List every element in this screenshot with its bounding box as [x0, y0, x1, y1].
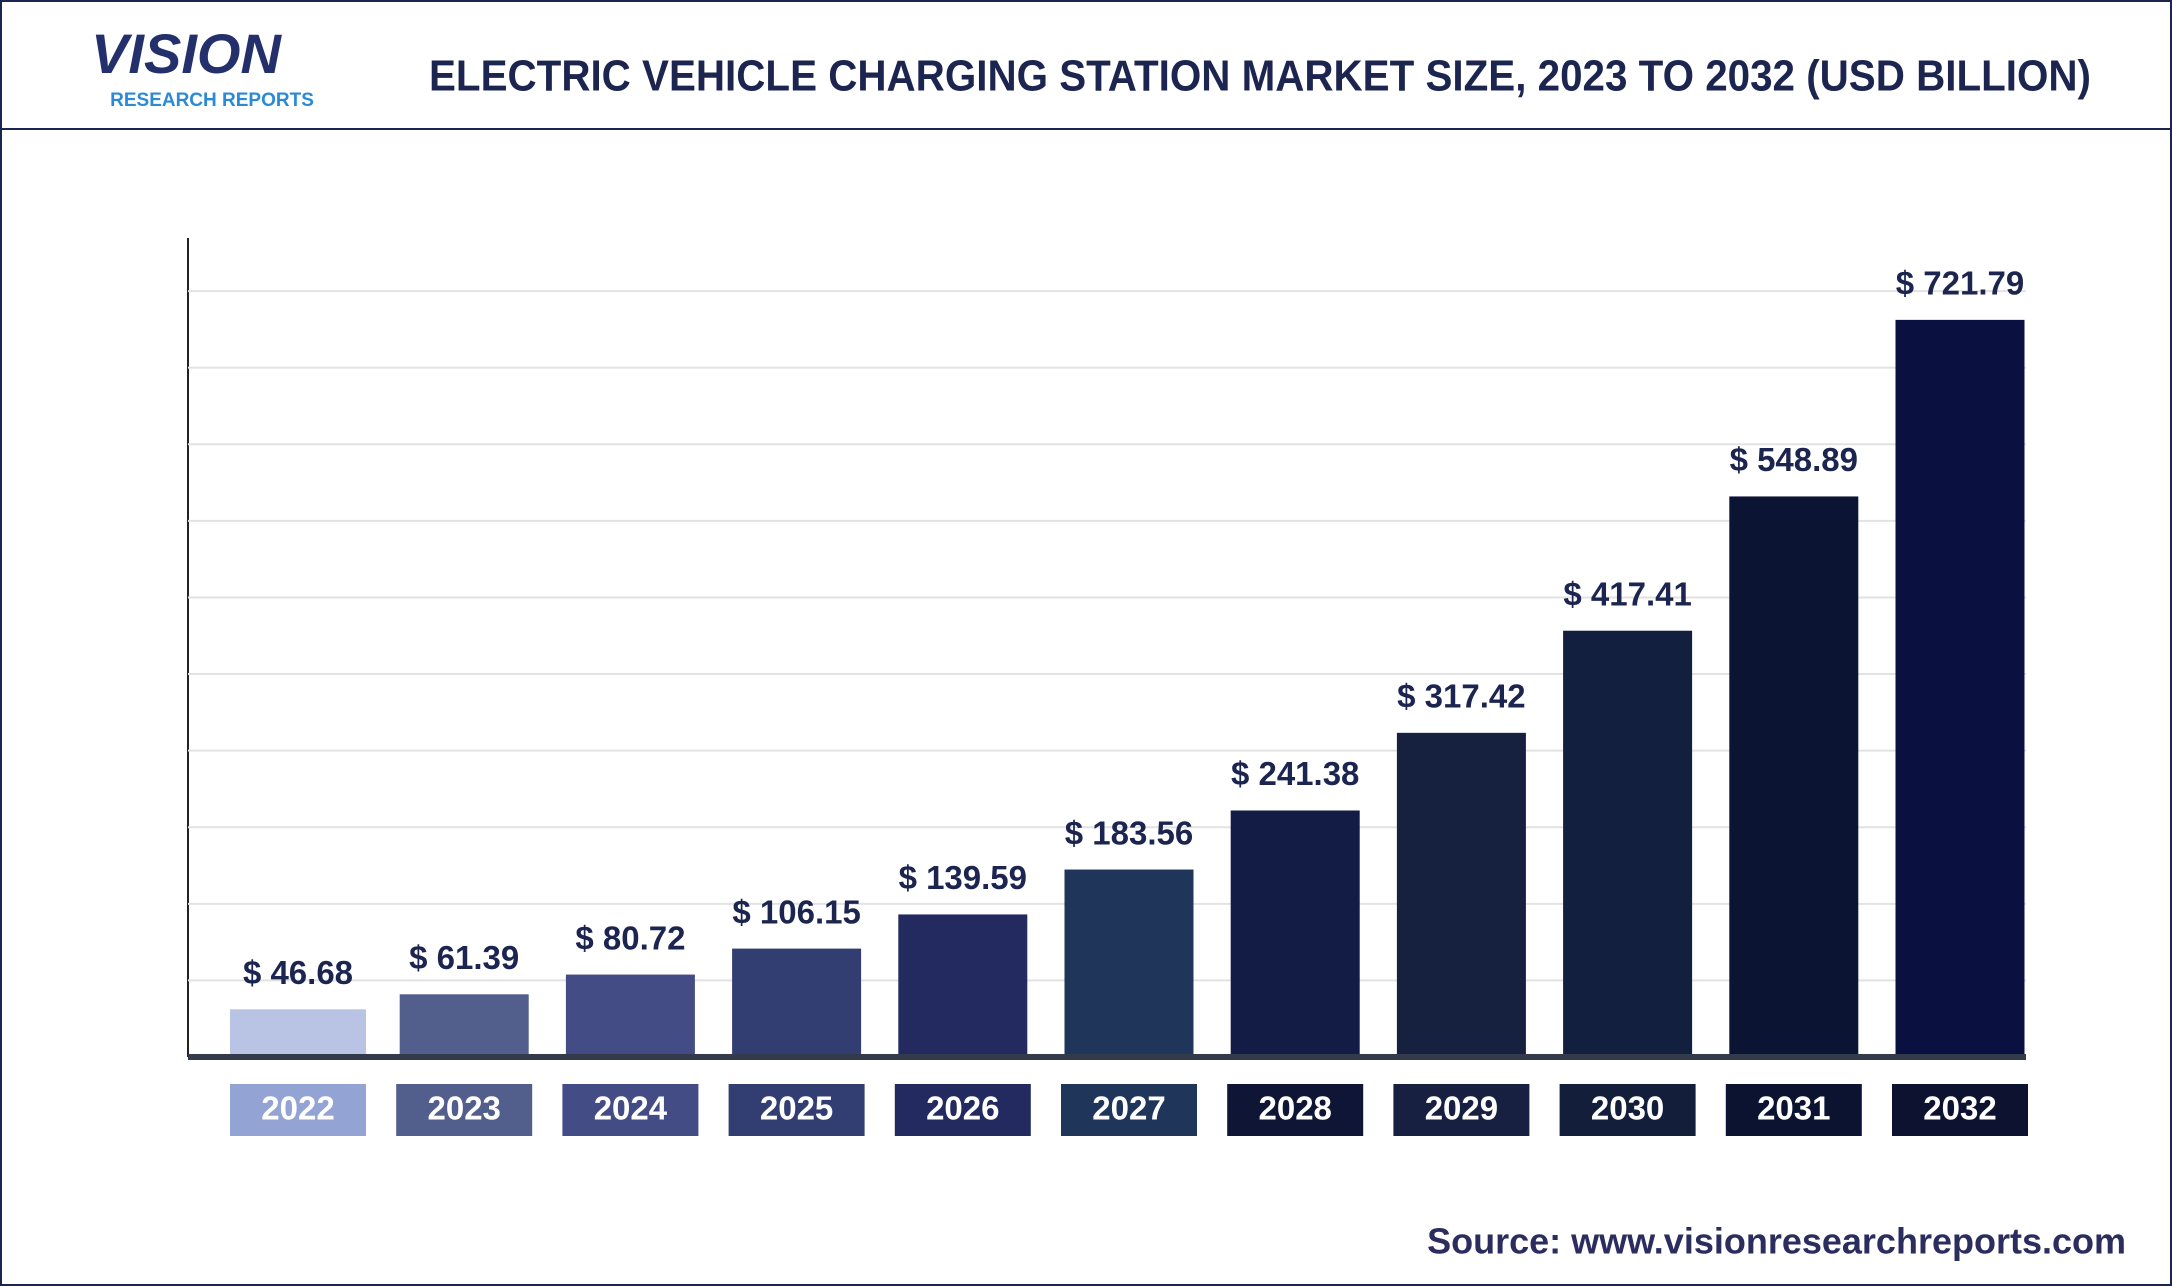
chart-title: ELECTRIC VEHICLE CHARGING STATION MARKET… [429, 52, 2091, 101]
x-label-box [1393, 1084, 1530, 1136]
logo-tagline: RESEARCH REPORTS [110, 90, 314, 111]
bar [565, 974, 695, 1057]
x-tick-label: 2022 [261, 1090, 334, 1127]
x-tick-label: 2024 [594, 1090, 668, 1127]
bar [1064, 869, 1194, 1057]
value-label: $ 106.15 [732, 893, 860, 930]
x-tick-label: 2032 [1923, 1090, 1996, 1127]
value-label: $ 317.42 [1397, 678, 1525, 715]
x-label-box [562, 1084, 699, 1136]
x-tick-label: 2025 [760, 1090, 833, 1127]
x-label-box [1061, 1084, 1197, 1136]
bar [1396, 732, 1526, 1057]
x-label-box [396, 1084, 533, 1136]
source: Source: www.visionresearchreports.com [1427, 1221, 2126, 1262]
x-label-box [1725, 1084, 1862, 1136]
x-label-box [1227, 1084, 1364, 1136]
x-label-box [1559, 1084, 1696, 1136]
x-label-box [230, 1084, 366, 1136]
x-tick-label: 2028 [1258, 1090, 1331, 1127]
bar [898, 914, 1028, 1057]
logo-name: VISION [91, 22, 282, 85]
value-label: $ 417.41 [1563, 575, 1691, 612]
value-label: $ 139.59 [899, 859, 1027, 896]
bar [230, 1009, 366, 1057]
x-label-box [728, 1084, 865, 1136]
value-label: $ 548.89 [1730, 441, 1858, 478]
x-label-box [1892, 1084, 2028, 1136]
value-label: $ 183.56 [1065, 814, 1193, 851]
bar [1230, 810, 1360, 1057]
x-tick-label: 2031 [1757, 1090, 1830, 1127]
bar [1895, 319, 2025, 1057]
value-label: $ 241.38 [1231, 755, 1359, 792]
bar [399, 994, 529, 1057]
bar [1563, 630, 1693, 1057]
value-label: $ 46.68 [243, 954, 353, 991]
value-label: $ 80.72 [575, 919, 685, 956]
x-tick-label: 2027 [1092, 1090, 1165, 1127]
value-label: $ 721.79 [1896, 265, 2024, 302]
bar [732, 948, 862, 1057]
x-label-box [894, 1084, 1031, 1136]
x-tick-label: 2030 [1591, 1090, 1664, 1127]
x-tick-label: 2023 [427, 1090, 500, 1127]
bar [1729, 496, 1859, 1058]
x-tick-label: 2029 [1425, 1090, 1498, 1127]
x-tick-label: 2026 [926, 1090, 999, 1127]
value-label: $ 61.39 [409, 939, 519, 976]
